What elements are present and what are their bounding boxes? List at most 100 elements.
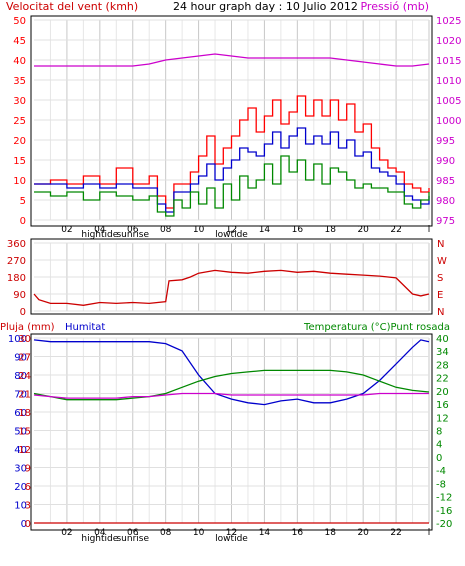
left-tick-label: 0 (20, 216, 26, 227)
right-tick-label: 12 (436, 413, 449, 424)
right-tick-label: S (437, 273, 443, 284)
left-tick-label: 10 (14, 501, 27, 512)
x-tick-label: 18 (325, 225, 337, 235)
left-tick-label: 50 (14, 427, 27, 438)
panel-frame-rain-humidity-temperature (30, 333, 433, 531)
left-tick-label: 30 (13, 96, 26, 107)
left-tick-label: 70 (14, 390, 27, 401)
x-tick-label: 10 (193, 528, 205, 538)
rain-tick-label: 0 (25, 519, 31, 530)
x-tick-label: 14 (259, 225, 271, 235)
temperature-dewpoint-label: Temperatura (°C)Punt rosada (303, 322, 450, 333)
right-tick-label: 990 (436, 156, 455, 167)
x-tick-label: 14 (259, 528, 271, 538)
right-tick-label: 1005 (436, 96, 461, 107)
right-tick-label: 980 (436, 196, 455, 207)
rain-tick-label: 6 (25, 482, 31, 493)
grid-layer (34, 19, 430, 524)
x-tick-label: 08 (160, 528, 172, 538)
x-tick-label: 02 (61, 528, 72, 538)
x-tick-label: 22 (390, 528, 401, 538)
right-tick-label: 985 (436, 176, 455, 187)
event-label-lowtide: lowtide (215, 534, 248, 544)
x-tick-label: 12 (226, 225, 237, 235)
right-tick-label: N (437, 307, 444, 318)
left-tick-label: 40 (13, 56, 26, 67)
right-tick-label: 22 (436, 374, 449, 385)
rain-tick-label: 30 (18, 334, 31, 345)
event-label-hightide: hightide (81, 230, 118, 240)
rain-tick-label: 18 (18, 408, 31, 419)
right-tick-label: -16 (436, 506, 452, 517)
left-tick-label: 100 (8, 334, 27, 345)
series-direction (33, 269, 430, 306)
x-tick-label: 20 (357, 528, 369, 538)
right-tick-label: 1020 (436, 36, 461, 47)
panel-frames (30, 15, 433, 531)
right-tick-label: 1010 (436, 76, 461, 87)
left-tick-label: 90 (13, 290, 26, 301)
left-tick-label: 270 (7, 256, 26, 267)
right-tick-label: 995 (436, 136, 455, 147)
x-tick-label: 08 (160, 225, 172, 235)
left-tick-label: 35 (13, 76, 26, 87)
left-tick-label: 90 (14, 353, 27, 364)
right-tick-label: 16 (436, 400, 449, 411)
left-tick-label: 5 (20, 196, 26, 207)
rain-tick-label: 24 (18, 371, 31, 382)
x-tick-label: 02 (61, 225, 72, 235)
series-gust (34, 95, 430, 209)
x-tick-label: 06 (127, 528, 139, 538)
left-tick-label: 20 (13, 136, 26, 147)
right-tick-label: W (437, 256, 447, 267)
left-tick-label: 45 (13, 36, 26, 47)
panel-frame-wind-direction (30, 238, 433, 315)
panel-frame-wind-pressure (30, 15, 433, 227)
x-tick-label: 04 (94, 225, 106, 235)
right-tick-label: -8 (436, 479, 446, 490)
x-tick-label: 10 (193, 225, 205, 235)
left-tick-label: 30 (14, 464, 27, 475)
series-pressure (34, 53, 430, 67)
right-tick-label: 1025 (436, 16, 461, 27)
right-tick-label: 20 (436, 387, 449, 398)
x-tick-label: 04 (94, 528, 106, 538)
right-tick-label: 1000 (436, 116, 461, 127)
x-tick-label: 06 (127, 225, 139, 235)
event-label-hightide: hightide (81, 534, 118, 544)
left-tick-label: 60 (14, 408, 27, 419)
left-tick-label: 80 (14, 371, 27, 382)
left-tick-label: 10 (13, 176, 26, 187)
series-dewpoint (33, 392, 429, 399)
right-tick-label: 4 (436, 440, 442, 451)
x-tick-label: 22 (390, 225, 401, 235)
series-layer (33, 53, 430, 524)
rain-tick-label: 12 (18, 445, 31, 456)
event-label-sunrise: sunrise (116, 230, 149, 240)
right-tick-label: -4 (436, 466, 446, 477)
rain-tick-label: 3 (25, 501, 31, 512)
left-tick-label: 360 (7, 239, 26, 250)
x-tick-label: l (428, 528, 431, 538)
right-tick-label: 8 (436, 427, 442, 438)
humidity-label: Humitat (65, 322, 105, 333)
left-tick-label: 0 (20, 307, 26, 318)
right-tick-label: 40 (436, 334, 449, 345)
rain-tick-label: 21 (18, 390, 31, 401)
series-low (34, 155, 430, 217)
pressure-label: Pressió (mb) (360, 0, 429, 13)
x-tick-label: 16 (292, 528, 304, 538)
left-tick-label: 15 (13, 156, 26, 167)
left-tick-label: 40 (14, 445, 27, 456)
wind-speed-label: Velocitat del vent (kmh) (6, 0, 138, 13)
right-tick-label: 28 (436, 360, 449, 371)
left-tick-label: 0 (21, 519, 27, 530)
left-tick-label: 25 (13, 116, 26, 127)
left-tick-label: 20 (14, 482, 27, 493)
right-tick-label: E (437, 290, 443, 301)
x-tick-label: 20 (357, 225, 369, 235)
rain-tick-label: 15 (18, 427, 31, 438)
right-tick-label: 1015 (436, 56, 461, 67)
right-tick-label: -20 (436, 519, 452, 530)
